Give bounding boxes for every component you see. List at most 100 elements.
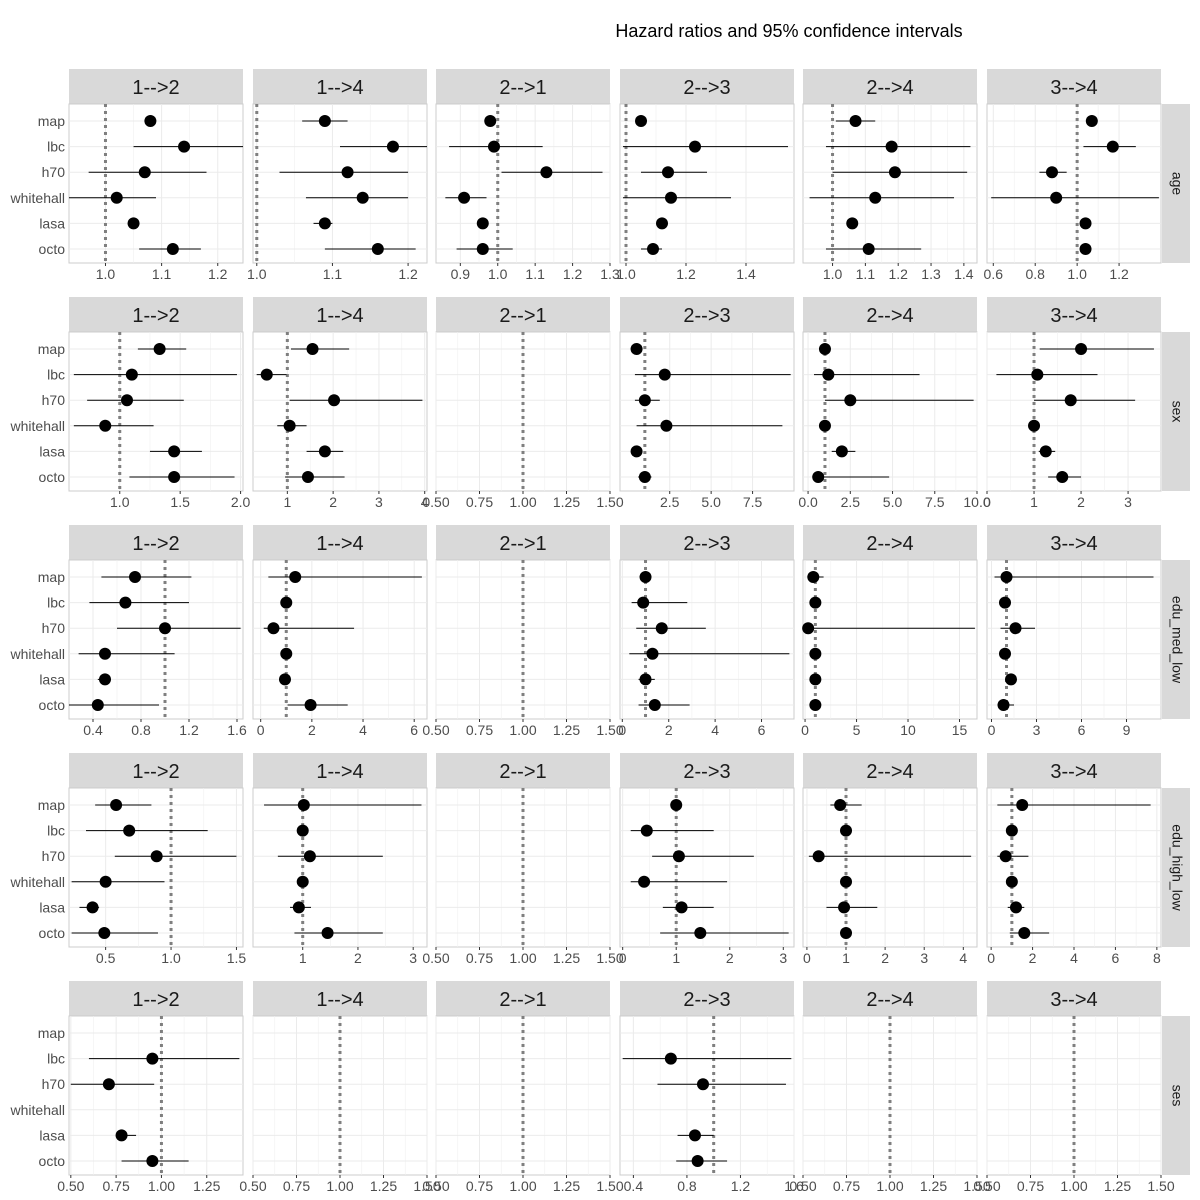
point-estimate [822, 368, 835, 381]
point-estimate [818, 419, 831, 432]
panel-background [802, 331, 978, 492]
x-tick-label: 1.2 [731, 1178, 751, 1194]
panel: 1-->4 1 2 3 4 [252, 297, 429, 510]
point-estimate [153, 343, 166, 355]
point-estimate [1106, 140, 1119, 153]
point-estimate [123, 824, 136, 837]
row-strip-label: ses [1169, 1085, 1185, 1107]
column-strip-label: 1-->4 [316, 761, 363, 783]
point-estimate [303, 850, 316, 863]
column-strip [803, 297, 977, 332]
y-tick-label: h70 [42, 164, 66, 180]
x-tick-label: 0.50 [422, 950, 449, 966]
column-strip [436, 297, 610, 332]
y-tick-label: lbc [47, 367, 65, 383]
panel: 1-->4 0 2 4 6 [252, 525, 428, 738]
x-tick-label: 0 [619, 950, 627, 966]
x-tick-label: 1.0 [1067, 266, 1087, 282]
column-strip [987, 981, 1161, 1016]
x-tick-label: 1.25 [553, 950, 580, 966]
column-strip-label: 1-->2 [132, 305, 179, 327]
point-estimate [318, 445, 331, 458]
point-estimate [260, 368, 273, 381]
panel: 1-->2 0.4 0.8 1.2 1.6 [68, 525, 247, 738]
panel-background [68, 1015, 244, 1176]
x-tick-label: 2.5 [841, 494, 861, 510]
panel: 2-->4 0 1 2 3 4 [802, 753, 978, 966]
column-strip [436, 525, 610, 560]
x-tick-label: 6 [1112, 950, 1120, 966]
point-estimate [637, 596, 650, 609]
column-strip-label: 2-->3 [683, 989, 730, 1011]
row-strip [1162, 560, 1190, 719]
column-strip-label: 2-->3 [683, 305, 730, 327]
x-tick-label: 1 [672, 950, 680, 966]
x-tick-label: 1.50 [596, 1178, 623, 1194]
x-tick-label: 0 [618, 722, 626, 738]
column-strip-label: 1-->4 [316, 533, 363, 555]
row-strip [1162, 1016, 1190, 1175]
x-tick-label: 3 [920, 950, 928, 966]
panel: 2-->3 2.5 5.0 7.5 [619, 297, 795, 510]
x-tick-label: 1.5 [227, 950, 247, 966]
x-tick-label: 1.2 [398, 266, 418, 282]
panel: 3-->4 0.6 0.8 1.0 1.2 [984, 69, 1162, 282]
point-estimate [670, 799, 683, 811]
point-estimate [138, 166, 151, 179]
point-estimate [840, 875, 853, 888]
x-tick-label: 1.1 [525, 266, 545, 282]
point-estimate [689, 140, 701, 153]
column-strip-label: 1-->4 [316, 989, 363, 1011]
y-tick-label: lbc [47, 139, 65, 155]
panel-background [986, 103, 1162, 264]
point-estimate [655, 622, 668, 635]
y-tick-label: map [38, 113, 65, 129]
panel: 1-->2 0.5 1.0 1.5 [68, 753, 247, 966]
column-strip-label: 1-->2 [132, 761, 179, 783]
point-estimate [1064, 394, 1077, 407]
point-estimate [280, 647, 293, 660]
point-estimate [127, 217, 140, 230]
point-estimate [999, 647, 1011, 660]
panel: 2-->4 1.0 1.1 1.2 1.3 1.4 [802, 69, 978, 282]
x-tick-label: 2 [1077, 494, 1085, 510]
x-tick-label: 6 [758, 722, 766, 738]
x-tick-label: 4 [711, 722, 719, 738]
x-tick-label: 1.50 [963, 1178, 990, 1194]
column-strip [803, 69, 977, 104]
x-tick-label: 7.5 [925, 494, 945, 510]
point-estimate [168, 445, 181, 458]
x-tick-label: 1.25 [553, 494, 580, 510]
panel-background [435, 103, 611, 264]
column-strip [620, 981, 794, 1016]
column-strip [253, 525, 427, 560]
panel: 3-->4 0 2 4 6 8 [986, 753, 1162, 966]
column-strip-label: 1-->4 [316, 305, 363, 327]
y-tick-label: lasa [39, 1127, 65, 1143]
x-tick-label: 1.1 [323, 266, 343, 282]
chart-title: Hazard ratios and 95% confidence interva… [615, 21, 962, 41]
x-tick-label: 0.75 [466, 1178, 493, 1194]
point-estimate [292, 901, 305, 914]
y-tick-label: lbc [47, 595, 65, 611]
column-strip [253, 69, 427, 104]
point-estimate [999, 596, 1011, 609]
row-strip-label: edu_high_low [1169, 824, 1185, 911]
column-strip-label: 3-->4 [1050, 77, 1097, 99]
column-strip [803, 981, 977, 1016]
point-estimate [691, 1155, 704, 1167]
point-estimate [99, 875, 112, 888]
x-tick-label: 1.2 [208, 266, 228, 282]
column-strip-label: 2-->4 [866, 305, 913, 327]
point-estimate [835, 445, 848, 458]
point-estimate [630, 343, 643, 355]
y-tick-label: whitehall [10, 418, 65, 434]
panel-background [619, 787, 795, 948]
x-tick-label: 4 [959, 950, 967, 966]
panel-background [252, 103, 428, 264]
y-tick-label: map [38, 341, 65, 357]
y-tick-label: lasa [39, 671, 65, 687]
point-estimate [267, 622, 280, 635]
x-tick-label: 1.50 [1147, 1178, 1174, 1194]
x-tick-label: 0.6 [984, 266, 1004, 282]
